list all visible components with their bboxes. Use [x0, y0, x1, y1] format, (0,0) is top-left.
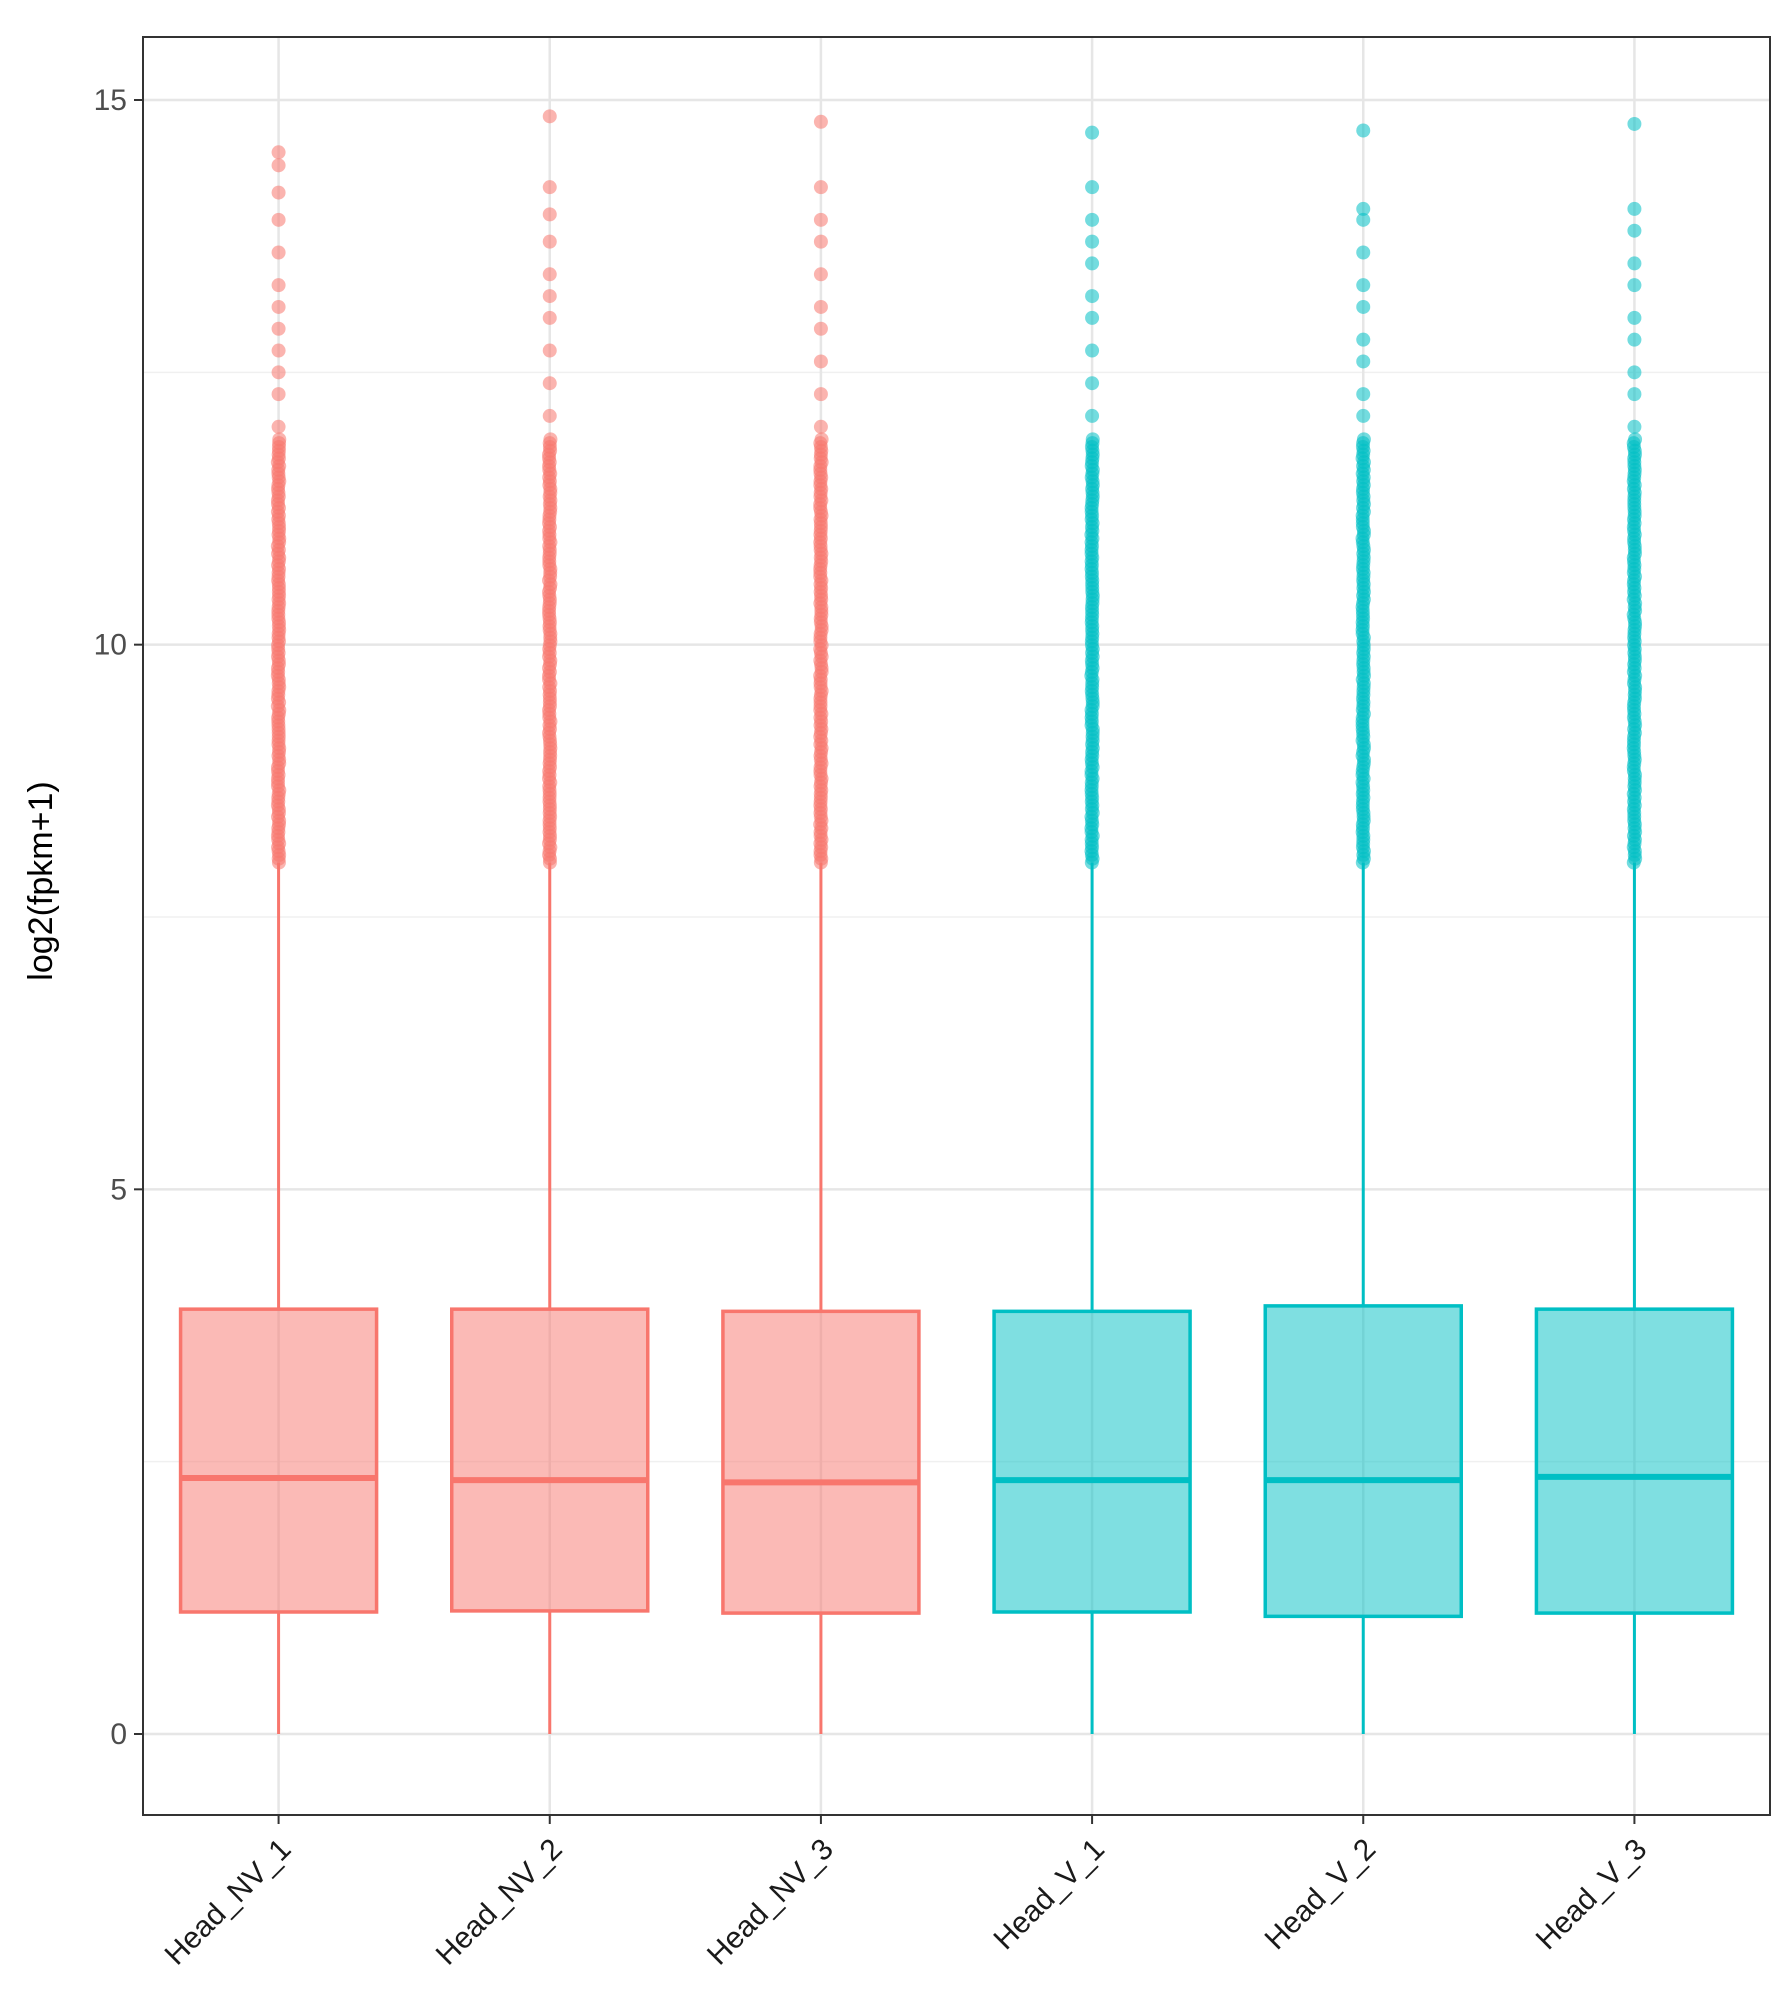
box-rect	[450, 1307, 650, 1613]
outlier-point	[1085, 408, 1100, 423]
outlier-point	[1085, 376, 1100, 391]
box-Head_V_3	[1534, 116, 1735, 1734]
outlier-point	[272, 432, 287, 447]
outlier-point	[1627, 278, 1642, 293]
outlier-point	[1356, 245, 1371, 260]
outlier-point	[542, 310, 557, 325]
box-rect	[1263, 1304, 1463, 1619]
outlier-point	[1356, 332, 1371, 347]
box-layer	[178, 109, 1735, 1734]
outlier-point	[813, 267, 828, 282]
outlier-point	[542, 234, 557, 249]
outlier-point	[1356, 212, 1371, 227]
outlier-point	[1085, 289, 1100, 304]
outlier-point	[1627, 116, 1642, 131]
outlier-point	[542, 109, 557, 124]
outlier-point	[1356, 299, 1371, 314]
outlier-point	[814, 432, 829, 447]
y-axis-title: log2(fpkm+1)	[22, 781, 60, 980]
outlier-point	[1627, 256, 1642, 271]
outlier-point	[813, 419, 828, 434]
outlier-point	[542, 267, 557, 282]
outlier-point	[271, 212, 286, 227]
outlier-point	[1356, 408, 1371, 423]
outlier-point	[271, 343, 286, 358]
outlier-point	[1356, 354, 1371, 369]
outlier-point	[542, 180, 557, 195]
box-Head_NV_3	[721, 114, 921, 1734]
outlier-point	[1356, 278, 1371, 293]
outlier-point	[1085, 180, 1100, 195]
outlier-point	[813, 299, 828, 314]
box-Head_V_2	[1263, 123, 1463, 1734]
y-tick-label: 5	[110, 1173, 127, 1206]
outlier-point	[1085, 234, 1100, 249]
box-rect	[1534, 1307, 1735, 1615]
outlier-point	[1085, 256, 1100, 271]
box-rect	[178, 1307, 379, 1614]
outlier-point	[1356, 432, 1371, 447]
y-axis: 0 5 10 15	[94, 84, 143, 1751]
outlier-point	[1085, 125, 1100, 140]
outlier-point	[1627, 419, 1642, 434]
outlier-point	[1627, 223, 1642, 238]
outlier-point	[1627, 201, 1642, 216]
outlier-point	[1628, 432, 1643, 447]
outlier-point	[271, 185, 286, 200]
outlier-point	[271, 145, 286, 160]
outlier-point	[1627, 387, 1642, 402]
outlier-point	[271, 321, 286, 336]
outlier-point	[271, 299, 286, 314]
outlier-point	[271, 419, 286, 434]
outlier-point	[813, 234, 828, 249]
outlier-point	[813, 180, 828, 195]
outlier-point	[542, 207, 557, 222]
outlier-point	[271, 387, 286, 402]
outlier-point	[1085, 310, 1100, 325]
box-Head_NV_2	[450, 109, 650, 1734]
outlier-point	[1356, 387, 1371, 402]
outlier-point	[1356, 123, 1371, 138]
box-Head_NV_1	[178, 145, 379, 1734]
outlier-point	[813, 114, 828, 129]
outlier-point	[813, 212, 828, 227]
outlier-point	[1085, 212, 1100, 227]
outlier-point	[1356, 201, 1371, 216]
outlier-point	[542, 376, 557, 391]
outlier-point	[1085, 432, 1100, 447]
outlier-point	[271, 278, 286, 293]
y-tick-label: 10	[94, 629, 127, 662]
box-rect	[721, 1309, 921, 1615]
outlier-point	[1085, 343, 1100, 358]
box-Head_V_1	[992, 125, 1192, 1734]
y-tick-label: 15	[94, 84, 127, 117]
panel-border	[142, 36, 1771, 1816]
outlier-point	[271, 245, 286, 260]
outlier-point	[542, 289, 557, 304]
outlier-point	[1627, 332, 1642, 347]
outlier-point	[1627, 365, 1642, 380]
outlier-point	[813, 321, 828, 336]
outlier-point	[542, 343, 557, 358]
outlier-point	[1627, 310, 1642, 325]
box-rect	[992, 1309, 1192, 1614]
outlier-point	[271, 158, 286, 173]
outlier-point	[813, 354, 828, 369]
outlier-point	[543, 432, 558, 447]
outlier-point	[271, 365, 286, 380]
outlier-point	[542, 408, 557, 423]
y-tick-label: 0	[110, 1718, 127, 1751]
outlier-point	[813, 387, 828, 402]
